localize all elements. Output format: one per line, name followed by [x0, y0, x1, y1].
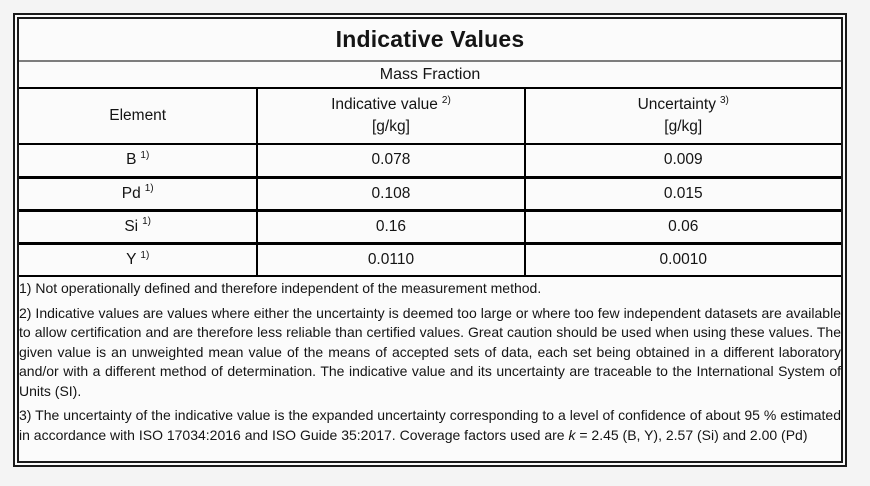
- element-cell: Pd 1): [19, 177, 258, 212]
- footnotes-cell: 1) Not operationally defined and therefo…: [19, 276, 841, 461]
- title-row: Indicative Values: [19, 19, 841, 62]
- uncertainty-header-unit: [g/kg]: [664, 118, 703, 135]
- uncertainty-header-label: Uncertainty: [637, 96, 716, 114]
- element-cell: Si 1): [19, 210, 258, 245]
- indicative-value-cell: 0.108: [256, 177, 525, 212]
- indicative-values-table: Indicative Values Mass Fraction Element …: [19, 19, 841, 461]
- indicative-value-cell: 0.078: [256, 144, 525, 179]
- coverage-factor-symbol: k: [568, 426, 576, 443]
- footnote-3: 3) The uncertainty of the indicative val…: [19, 406, 841, 445]
- table-row-palladium: Pd 1) 0.108 0.015: [19, 177, 841, 212]
- element-symbol: B: [126, 151, 137, 169]
- table-row-yttrium: Y 1) 0.0110 0.0010: [19, 243, 841, 277]
- element-cell: Y 1): [19, 243, 258, 277]
- column-header-element: Element: [19, 88, 258, 145]
- column-header-indicative-value: Indicative value 2) [g/kg]: [256, 88, 525, 145]
- element-symbol: Y: [126, 250, 137, 268]
- indicative-value-cell: 0.0110: [256, 243, 525, 277]
- footnote-3-text-before: 3) The uncertainty of the indicative val…: [19, 407, 841, 443]
- table-row-boron: B 1) 0.078 0.009: [19, 144, 841, 179]
- indicative-value-cell: 0.16: [256, 210, 525, 245]
- footnote-1: 1) Not operationally defined and therefo…: [19, 280, 542, 296]
- footnote-ref-2: 2): [441, 95, 451, 107]
- table-row-silicon: Si 1) 0.16 0.06: [19, 210, 841, 245]
- footnote-3-text-after: = 2.45 (B, Y), 2.57 (Si) and 2.00 (Pd): [575, 426, 808, 443]
- element-cell: B 1): [19, 144, 258, 179]
- table-title: Indicative Values: [19, 19, 841, 62]
- footnotes-row: 1) Not operationally defined and therefo…: [19, 276, 841, 461]
- uncertainty-cell: 0.06: [523, 210, 841, 245]
- table-subtitle: Mass Fraction: [19, 61, 841, 89]
- uncertainty-cell: 0.015: [523, 177, 841, 212]
- footnote-ref-3: 3): [720, 95, 729, 107]
- footnote-ref-1: 1): [140, 150, 150, 162]
- subtitle-row: Mass Fraction: [19, 61, 841, 89]
- footnote-ref-1: 1): [140, 249, 150, 261]
- footnote-2: 2) Indicative values are values where ei…: [19, 304, 841, 399]
- header-row: Element Indicative value 2) [g/kg] Uncert…: [19, 88, 841, 145]
- uncertainty-cell: 0.009: [523, 144, 841, 179]
- footnote-ref-1: 1): [142, 216, 152, 228]
- indicative-value-header-unit: [g/kg]: [371, 118, 410, 135]
- footnote-ref-1: 1): [144, 183, 154, 195]
- uncertainty-cell: 0.0010: [523, 243, 841, 277]
- element-symbol: Pd: [121, 184, 141, 202]
- column-header-uncertainty: Uncertainty 3) [g/kg]: [523, 88, 841, 145]
- element-symbol: Si: [124, 217, 139, 235]
- indicative-value-header-label: Indicative value: [331, 96, 438, 114]
- indicative-values-table-frame: Indicative Values Mass Fraction Element …: [13, 13, 847, 467]
